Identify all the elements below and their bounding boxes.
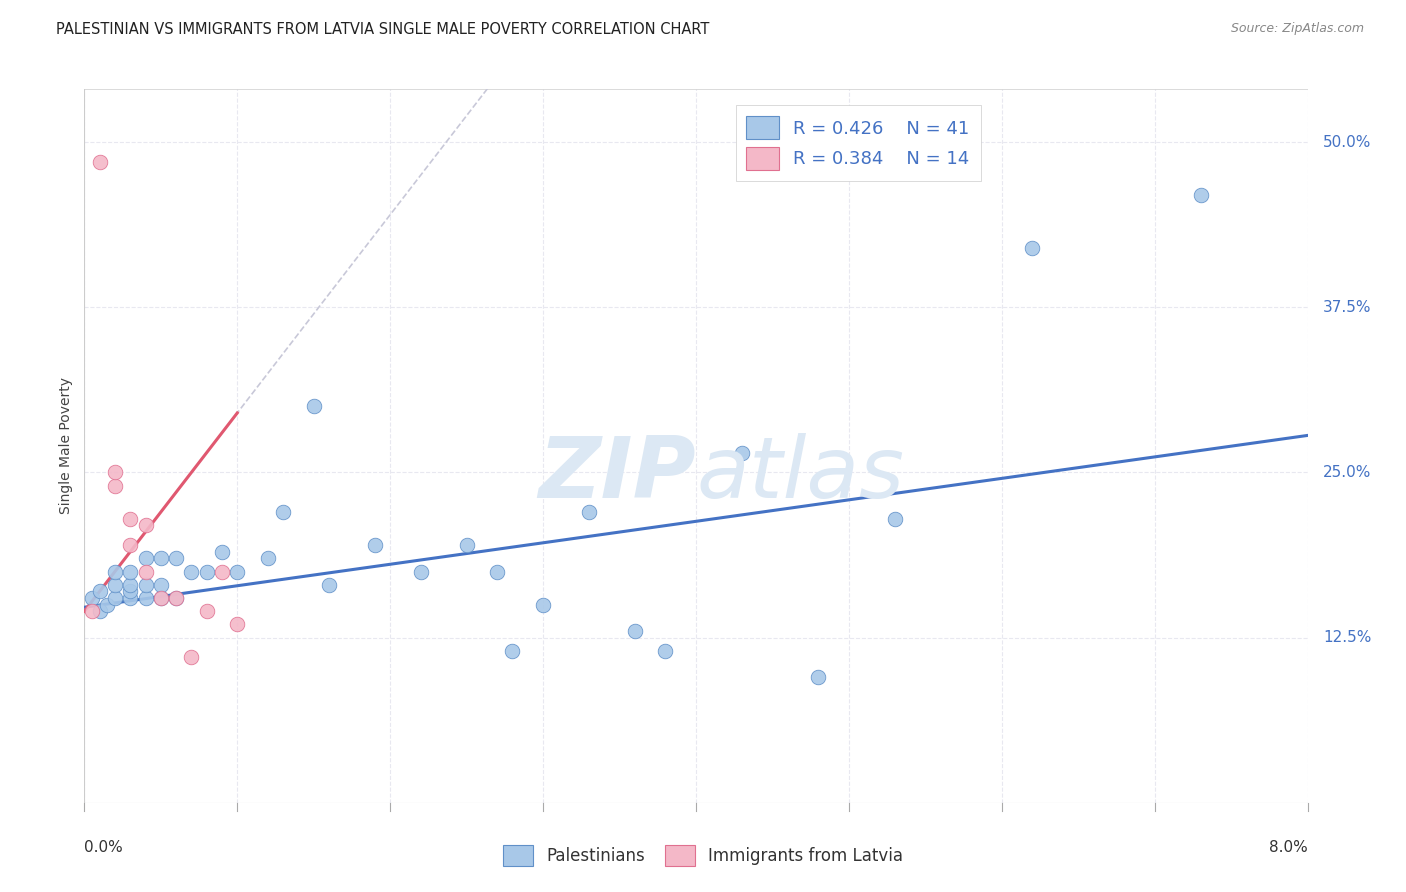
Point <box>807 670 830 684</box>
Text: PALESTINIAN VS IMMIGRANTS FROM LATVIA SINGLE MALE POVERTY CORRELATION CHART: PALESTINIAN VS IMMIGRANTS FROM LATVIA SI… <box>56 22 710 37</box>
Point <box>135 551 157 566</box>
Point <box>731 445 754 459</box>
Point <box>456 538 478 552</box>
Text: 50.0%: 50.0% <box>1323 135 1371 150</box>
Point <box>302 400 325 414</box>
Point <box>195 604 218 618</box>
Point <box>149 578 172 592</box>
Point <box>226 565 249 579</box>
Text: 37.5%: 37.5% <box>1323 300 1371 315</box>
Point <box>96 598 118 612</box>
Text: 25.0%: 25.0% <box>1323 465 1371 480</box>
Legend: Palestinians, Immigrants from Latvia: Palestinians, Immigrants from Latvia <box>495 837 911 875</box>
Text: 8.0%: 8.0% <box>1268 839 1308 855</box>
Point <box>120 584 142 599</box>
Point <box>501 644 523 658</box>
Point <box>120 538 142 552</box>
Point <box>364 538 387 552</box>
Legend: R = 0.426    N = 41, R = 0.384    N = 14: R = 0.426 N = 41, R = 0.384 N = 14 <box>735 105 980 181</box>
Point <box>165 551 187 566</box>
Point <box>104 565 127 579</box>
Point <box>135 518 157 533</box>
Point <box>120 578 142 592</box>
Point <box>104 478 127 492</box>
Text: Source: ZipAtlas.com: Source: ZipAtlas.com <box>1230 22 1364 36</box>
Point <box>135 591 157 605</box>
Text: 0.0%: 0.0% <box>84 839 124 855</box>
Point <box>165 591 187 605</box>
Point <box>149 591 172 605</box>
Point <box>89 154 111 169</box>
Point <box>486 565 509 579</box>
Point <box>409 565 432 579</box>
Point <box>257 551 280 566</box>
Point <box>89 584 111 599</box>
Point <box>149 551 172 566</box>
Point <box>104 591 127 605</box>
Point <box>1189 188 1212 202</box>
Point <box>180 565 202 579</box>
Point <box>531 598 554 612</box>
Point <box>104 578 127 592</box>
Point <box>211 545 233 559</box>
Point <box>578 505 600 519</box>
Point <box>120 591 142 605</box>
Point <box>318 578 340 592</box>
Point <box>80 591 103 605</box>
Point <box>226 617 249 632</box>
Y-axis label: Single Male Poverty: Single Male Poverty <box>59 377 73 515</box>
Point <box>654 644 676 658</box>
Point <box>624 624 647 638</box>
Point <box>104 466 127 480</box>
Point <box>1021 241 1043 255</box>
Point <box>195 565 218 579</box>
Point <box>80 604 103 618</box>
Point <box>120 565 142 579</box>
Point <box>89 604 111 618</box>
Text: ZIP: ZIP <box>538 433 696 516</box>
Point <box>165 591 187 605</box>
Point <box>135 578 157 592</box>
Text: 12.5%: 12.5% <box>1323 630 1371 645</box>
Point <box>180 650 202 665</box>
Point <box>883 511 905 525</box>
Point <box>271 505 294 519</box>
Text: atlas: atlas <box>696 433 904 516</box>
Point <box>120 511 142 525</box>
Point <box>149 591 172 605</box>
Point <box>211 565 233 579</box>
Point <box>135 565 157 579</box>
